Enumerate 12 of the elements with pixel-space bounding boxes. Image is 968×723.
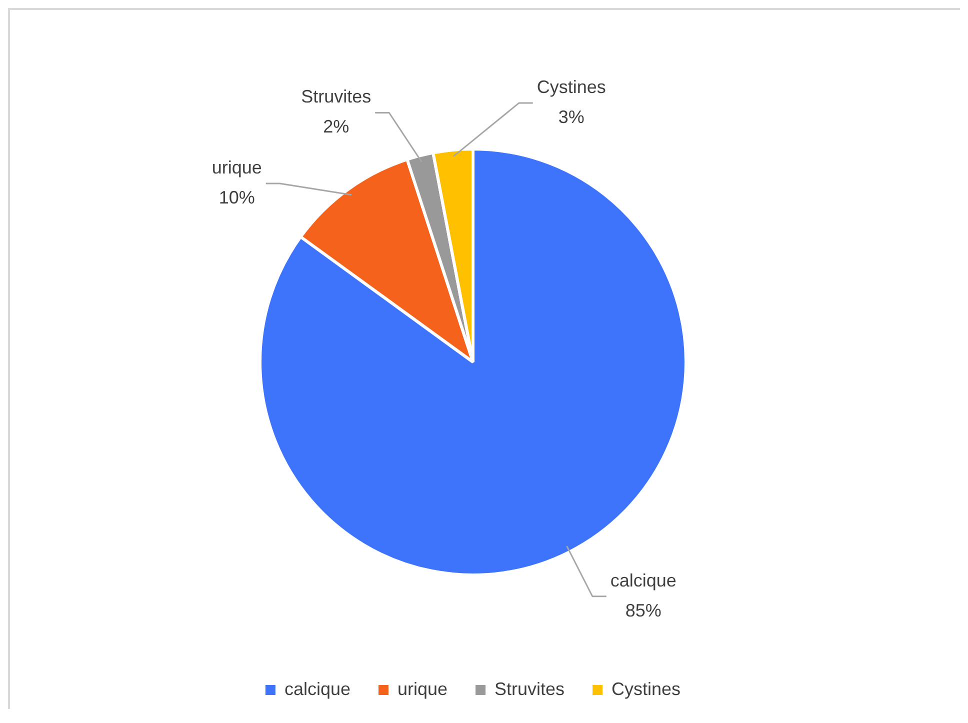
slice-label: calcique xyxy=(610,570,676,590)
data-label: 3% xyxy=(558,107,584,128)
data-label: 85% xyxy=(625,600,662,620)
legend-label: Struvites xyxy=(494,678,565,699)
legend-label: calcique xyxy=(284,678,350,699)
legend-label: Cystines xyxy=(612,678,681,699)
slice-label: Cystines xyxy=(536,77,606,98)
slice-label: urique xyxy=(212,157,262,178)
legend-label: urique xyxy=(397,678,448,699)
data-label: 10% xyxy=(218,187,255,208)
data-label: 2% xyxy=(323,116,350,137)
slice-label: Struvites xyxy=(301,86,372,107)
